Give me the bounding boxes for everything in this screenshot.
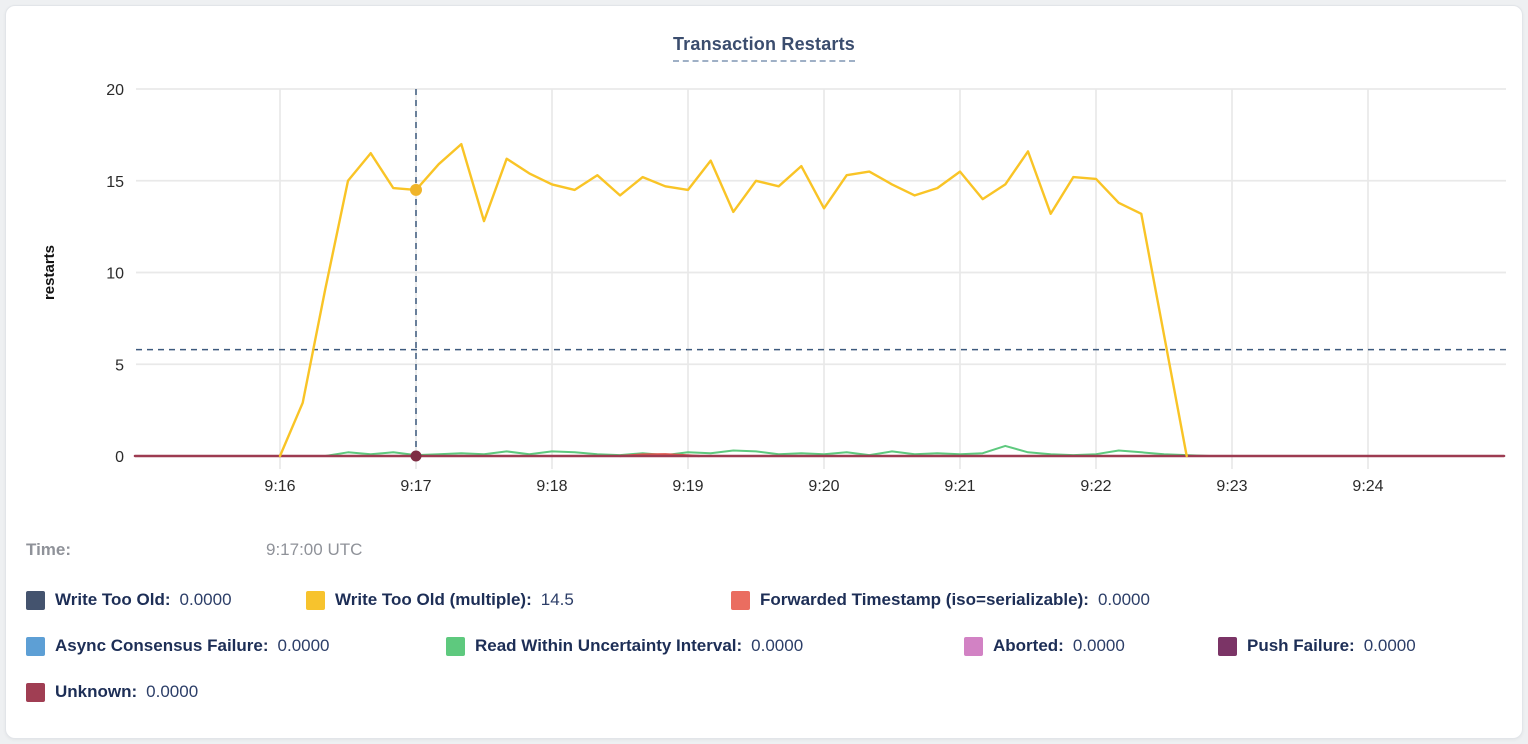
legend-item-unknown[interactable]: Unknown: 0.0000: [26, 681, 198, 703]
legend-label: Forwarded Timestamp (iso=serializable):: [760, 590, 1089, 609]
svg-text:9:17: 9:17: [400, 478, 431, 495]
legend-label: Read Within Uncertainty Interval:: [475, 636, 743, 655]
legend-row-1: Write Too Old: 0.0000 Write Too Old (mul…: [26, 589, 1150, 611]
svg-text:20: 20: [106, 82, 124, 99]
series-swatch-icon: [731, 590, 750, 610]
legend-item-write-too-old-multiple[interactable]: Write Too Old (multiple): 14.5: [306, 589, 731, 611]
series-swatch-icon: [306, 590, 325, 610]
legend-item-forwarded-timestamp[interactable]: Forwarded Timestamp (iso=serializable): …: [731, 589, 1150, 611]
time-label: Time:: [26, 540, 72, 559]
svg-text:0: 0: [115, 449, 124, 466]
svg-text:5: 5: [115, 357, 124, 374]
svg-text:15: 15: [106, 174, 124, 191]
svg-text:9:20: 9:20: [808, 478, 839, 495]
chart-card: Transaction Restarts 0 5 10 15 20 9:16 9:17 9:1…: [5, 5, 1523, 739]
legend-row-3: Unknown: 0.0000: [26, 681, 198, 703]
svg-text:9:19: 9:19: [672, 478, 703, 495]
svg-text:9:22: 9:22: [1080, 478, 1111, 495]
legend-item-write-too-old[interactable]: Write Too Old: 0.0000: [26, 589, 306, 611]
svg-text:restarts: restarts: [41, 245, 58, 300]
legend-item-push-failure[interactable]: Push Failure: 0.0000: [1218, 635, 1416, 657]
svg-text:9:18: 9:18: [536, 478, 567, 495]
chart-title-wrap: Transaction Restarts: [6, 34, 1522, 62]
legend-row-2: Async Consensus Failure: 0.0000 Read Wit…: [26, 635, 1416, 657]
legend-value: 0.0000: [179, 590, 232, 609]
svg-text:9:23: 9:23: [1216, 478, 1247, 495]
series-swatch-icon: [446, 636, 465, 656]
legend-label: Aborted:: [993, 636, 1064, 655]
series-swatch-icon: [1218, 636, 1237, 656]
series-swatch-icon: [964, 636, 983, 656]
chart-title[interactable]: Transaction Restarts: [672, 34, 856, 62]
legend-item-aborted[interactable]: Aborted: 0.0000: [964, 635, 1218, 657]
time-value: 9:17:00 UTC: [266, 540, 363, 559]
legend-value: 0.0000: [1097, 590, 1150, 609]
series-swatch-icon: [26, 590, 45, 610]
legend-label: Write Too Old (multiple):: [335, 590, 532, 609]
legend-item-async-consensus-failure[interactable]: Async Consensus Failure: 0.0000: [26, 635, 446, 657]
series-swatch-icon: [26, 682, 45, 702]
legend-value: 0.0000: [1363, 636, 1416, 655]
hover-time-row: Time: 9:17:00 UTC: [26, 540, 362, 560]
legend-value: 0.0000: [751, 636, 804, 655]
transaction-restarts-chart[interactable]: 0 5 10 15 20 9:16 9:17 9:18 9:19 9:20 9:21 9:22 9:23…: [6, 6, 1523, 511]
series-swatch-icon: [26, 636, 45, 656]
svg-text:9:16: 9:16: [264, 478, 295, 495]
legend-value: 0.0000: [146, 682, 199, 701]
svg-text:9:21: 9:21: [944, 478, 975, 495]
svg-text:9:24: 9:24: [1352, 478, 1383, 495]
legend-value: 0.0000: [277, 636, 330, 655]
legend-label: Async Consensus Failure:: [55, 636, 269, 655]
legend-value: 14.5: [540, 590, 574, 609]
svg-text:10: 10: [106, 266, 124, 283]
legend-label: Push Failure:: [1247, 636, 1355, 655]
legend-item-read-within-uncertainty[interactable]: Read Within Uncertainty Interval: 0.0000: [446, 635, 964, 657]
legend-label: Unknown:: [55, 682, 138, 701]
legend-value: 0.0000: [1072, 636, 1125, 655]
legend-label: Write Too Old:: [55, 590, 171, 609]
